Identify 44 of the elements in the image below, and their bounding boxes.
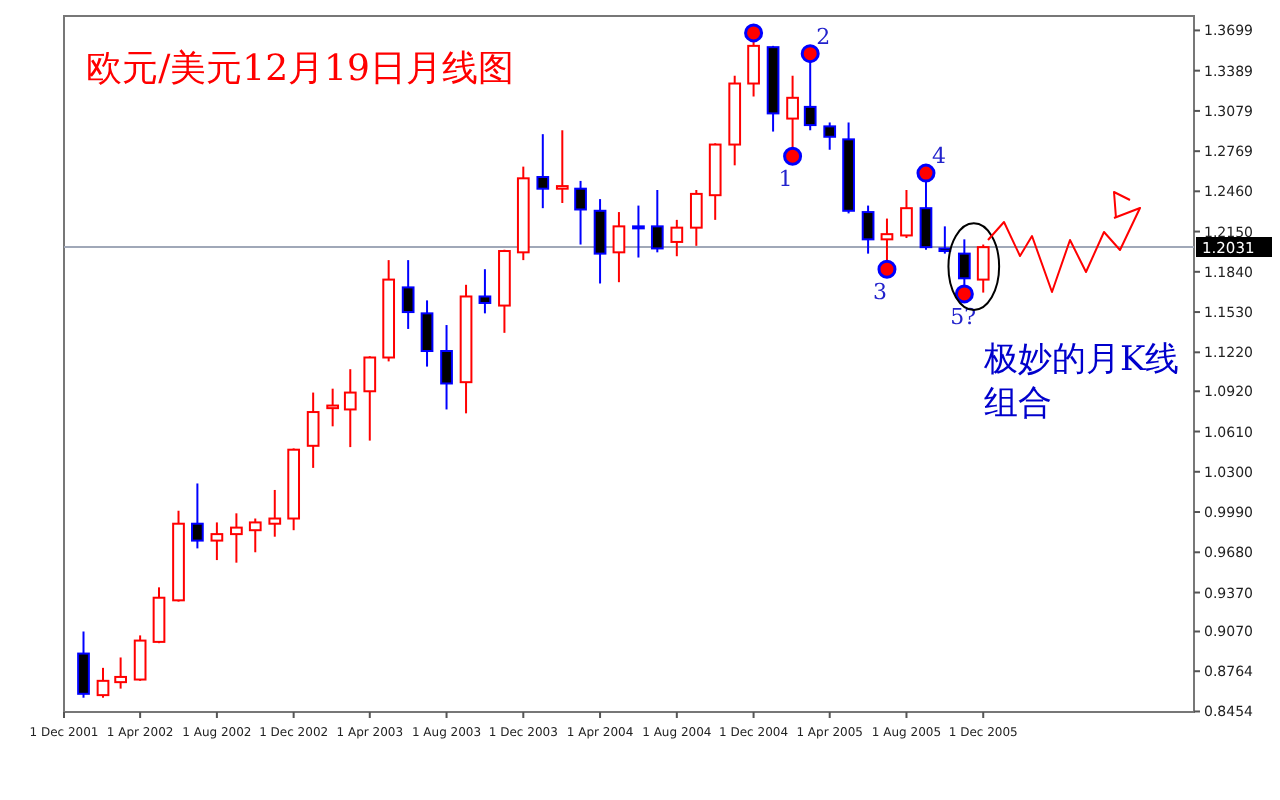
annotation: 1 xyxy=(778,166,793,193)
candlestick xyxy=(478,268,492,315)
point xyxy=(916,163,936,183)
candlestick xyxy=(670,218,684,258)
candlestick xyxy=(938,225,952,255)
candlestick xyxy=(191,482,204,550)
candlestick xyxy=(77,630,90,699)
candlestick xyxy=(536,133,550,210)
candlestick xyxy=(268,488,282,538)
annotation: 2 xyxy=(816,23,831,50)
candlestick xyxy=(574,179,587,246)
candlestick xyxy=(343,368,357,449)
candlestick xyxy=(823,121,837,151)
candlestick xyxy=(861,204,875,255)
candlestick xyxy=(689,189,703,247)
candlestick xyxy=(248,517,262,554)
point xyxy=(954,284,974,304)
point xyxy=(744,23,764,43)
text: 欧元/美元12月19日月线图 xyxy=(86,48,514,90)
candlestick xyxy=(555,129,569,204)
candlestick xyxy=(363,355,377,442)
candlestick xyxy=(401,259,415,330)
point xyxy=(783,146,803,166)
point xyxy=(877,259,897,279)
candlestick xyxy=(420,299,434,368)
candlestick xyxy=(210,521,224,562)
annotation: 极妙的月K线组合 xyxy=(982,340,1180,424)
point xyxy=(800,44,820,64)
candlestick xyxy=(133,634,147,682)
candlestick xyxy=(306,391,320,469)
candlestick xyxy=(326,387,340,428)
candlestick xyxy=(650,189,664,254)
candlestick xyxy=(612,211,626,284)
candlestick xyxy=(976,243,990,294)
candlestick xyxy=(632,204,645,259)
candlestick xyxy=(593,198,607,285)
candlestick xyxy=(900,189,913,240)
candlestick xyxy=(230,512,243,564)
candlestick xyxy=(96,666,110,699)
candlestick xyxy=(152,586,166,645)
candlestick xyxy=(440,324,453,411)
annotation: 4 xyxy=(931,143,946,170)
candlestick xyxy=(114,656,127,690)
annotation: 3 xyxy=(872,279,887,306)
